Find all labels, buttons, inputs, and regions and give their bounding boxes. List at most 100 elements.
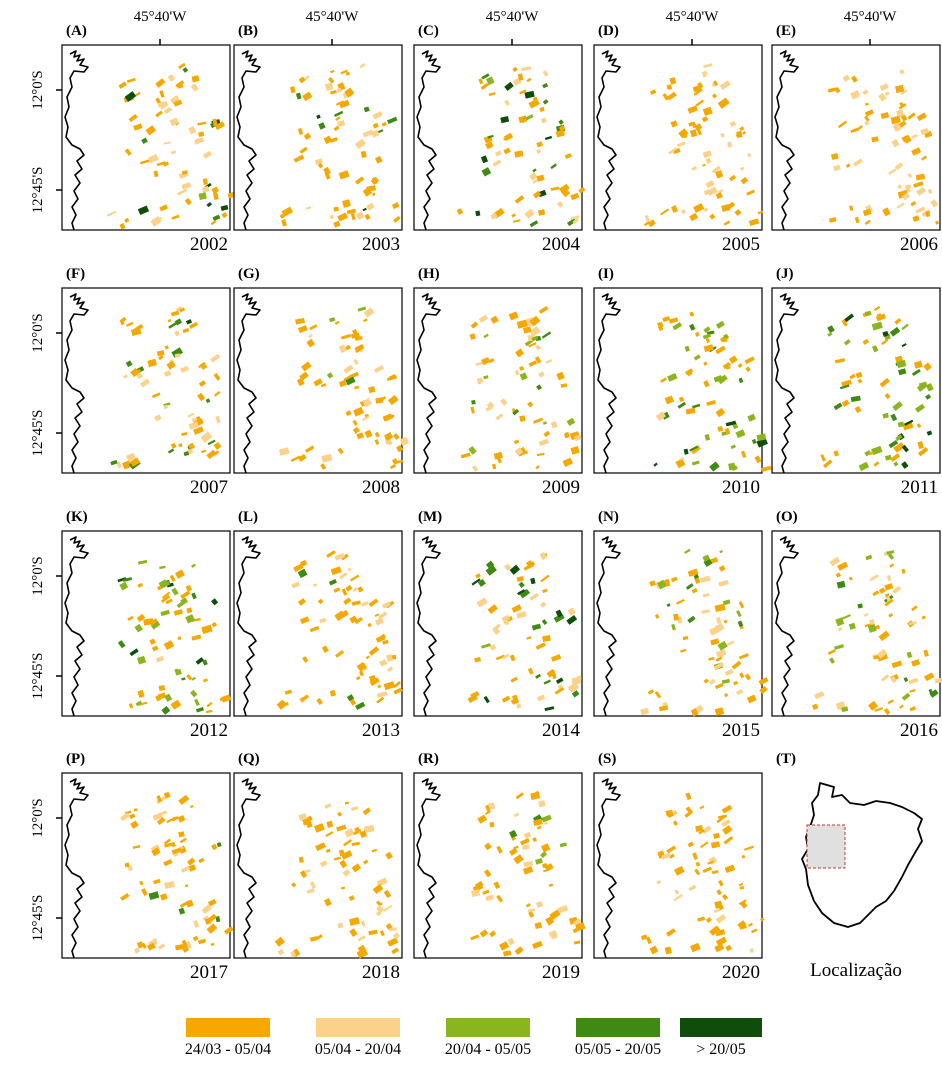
field-patch <box>336 824 347 832</box>
field-patch <box>559 183 570 194</box>
field-patch <box>896 359 907 369</box>
field-patch <box>479 929 489 938</box>
field-patch <box>300 694 309 702</box>
field-patch <box>701 116 709 123</box>
field-patch <box>676 141 686 148</box>
field-patch <box>521 66 532 72</box>
field-patch <box>754 455 762 464</box>
field-patch <box>892 401 903 412</box>
map-panel-2007: (F) 2007 12°0'S 12°45'S <box>30 266 231 498</box>
field-patch <box>321 453 333 463</box>
field-patch <box>363 106 370 113</box>
field-patch <box>682 133 688 139</box>
field-patch <box>155 97 162 105</box>
field-patch <box>889 326 901 337</box>
field-patch <box>517 589 526 596</box>
field-patch <box>372 122 379 129</box>
field-patch <box>339 859 348 869</box>
field-patch <box>535 344 542 351</box>
field-patch <box>716 889 722 896</box>
field-patch <box>550 163 557 170</box>
field-patch <box>702 866 712 874</box>
field-patch <box>567 607 576 616</box>
field-patch <box>520 589 530 599</box>
field-patch <box>656 879 662 885</box>
field-patch <box>848 622 856 630</box>
year-label: 2003 <box>362 234 400 255</box>
field-patch <box>901 568 906 574</box>
field-patch <box>343 597 352 605</box>
legend-label: 24/03 - 05/04 <box>185 1041 271 1058</box>
field-patch <box>368 386 376 394</box>
field-patch <box>374 431 380 438</box>
field-patch <box>649 580 656 587</box>
field-patch <box>899 69 905 75</box>
field-patch <box>833 402 843 411</box>
field-patch <box>542 99 549 105</box>
field-patch <box>701 825 712 835</box>
field-patch <box>197 121 207 126</box>
field-patch <box>189 804 194 809</box>
field-patch <box>721 203 731 212</box>
panel-label: (P) <box>66 751 85 767</box>
field-patch <box>281 206 294 217</box>
field-patch <box>384 432 394 441</box>
field-patch <box>338 344 347 354</box>
field-patch <box>670 120 678 128</box>
field-patch <box>911 134 918 139</box>
field-patch <box>363 824 375 833</box>
field-patch <box>528 360 538 367</box>
field-patch <box>738 882 744 887</box>
location-caption: Localização <box>810 960 902 981</box>
field-patch <box>901 135 909 143</box>
field-patch <box>718 579 729 587</box>
field-patch <box>862 208 872 217</box>
field-patch <box>356 661 367 672</box>
field-patch <box>492 463 497 470</box>
field-patch <box>382 639 389 645</box>
field-patch <box>349 615 358 624</box>
field-patch <box>470 406 476 414</box>
field-patch <box>339 99 350 109</box>
field-patch <box>202 915 209 921</box>
field-patch <box>674 865 685 876</box>
field-patch <box>356 432 364 440</box>
field-patch <box>306 888 315 894</box>
field-patch <box>151 392 161 399</box>
field-patch <box>559 842 568 848</box>
field-patch <box>366 202 375 211</box>
field-patch <box>896 202 905 209</box>
field-patch <box>646 936 652 945</box>
field-patch <box>667 373 678 382</box>
field-patch <box>693 354 701 361</box>
field-patch <box>297 598 307 606</box>
field-patch <box>471 465 479 472</box>
field-patch <box>374 613 380 618</box>
field-patch <box>386 375 398 381</box>
field-patch <box>672 322 683 331</box>
field-patch <box>536 384 543 391</box>
field-patch <box>132 368 141 375</box>
field-patch <box>841 319 848 327</box>
field-patch <box>206 449 217 460</box>
field-patch <box>690 444 701 455</box>
field-patch <box>702 333 712 340</box>
field-patch <box>206 913 217 924</box>
field-patch <box>170 310 180 317</box>
field-patch <box>535 465 540 470</box>
field-patch <box>344 828 355 838</box>
field-patch <box>155 110 163 118</box>
field-patch <box>342 199 351 208</box>
field-patch <box>183 451 190 457</box>
field-patch <box>562 457 574 468</box>
field-patch <box>857 603 863 609</box>
field-patch <box>884 583 894 591</box>
field-patch <box>162 161 170 167</box>
field-patch <box>492 159 502 167</box>
field-patch <box>511 213 516 218</box>
field-patch <box>202 659 208 666</box>
field-patch <box>198 131 205 137</box>
field-patch <box>903 677 909 683</box>
field-patch <box>758 676 769 686</box>
field-patch <box>909 689 916 693</box>
